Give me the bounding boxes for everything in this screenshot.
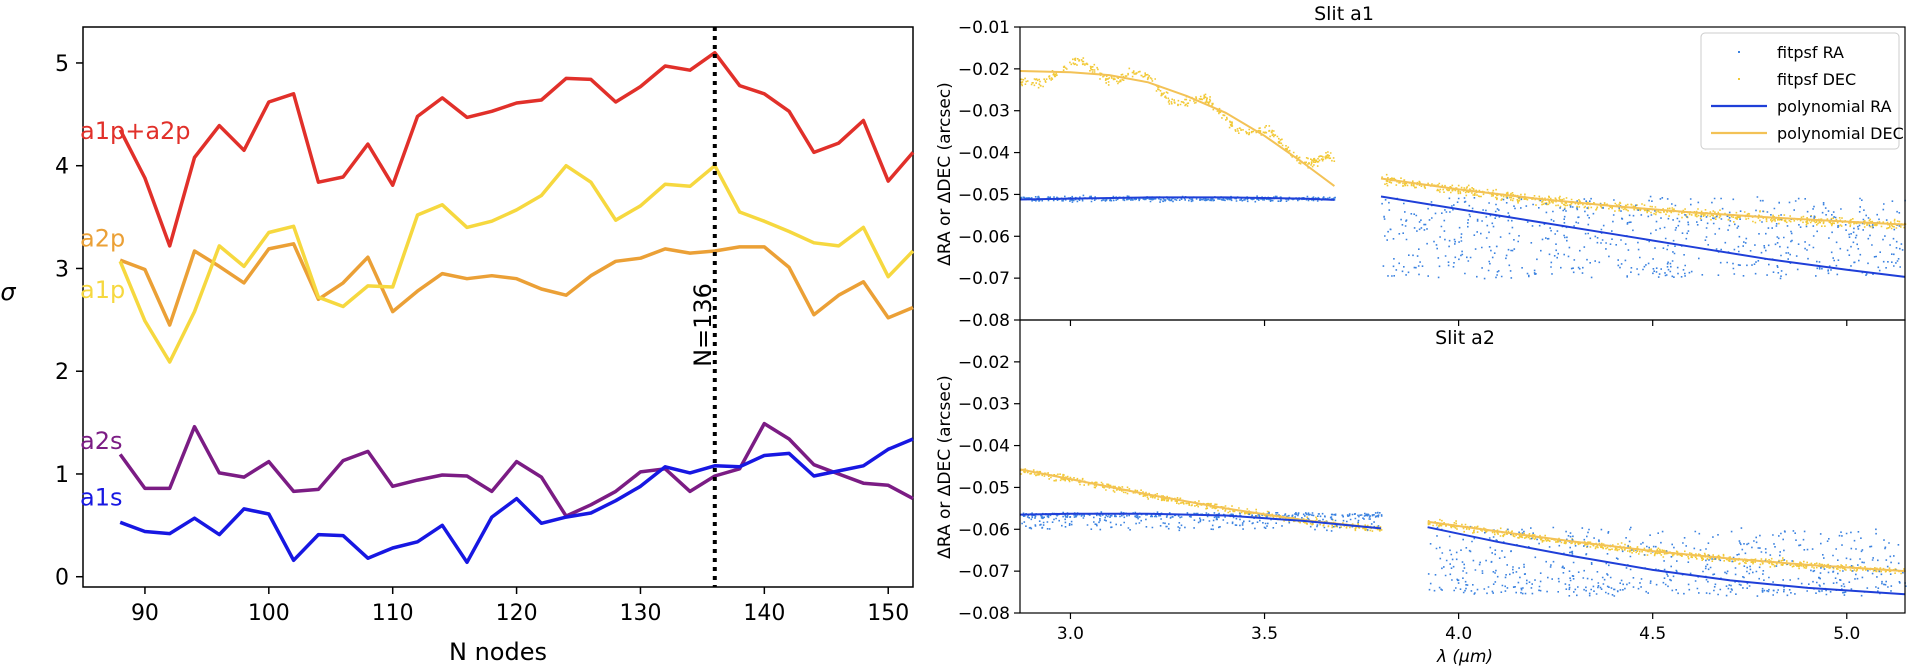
series-line-a1p+a2p	[118, 50, 915, 248]
vline-label: N=136	[689, 283, 717, 367]
y-tick-label-5: −0.06	[958, 227, 1010, 247]
legend-marker-fitpsf-dec	[1738, 78, 1740, 80]
right-bottom-chart: Slit a2 −0.02−0.03−0.04−0.05−0.06−0.07−0…	[935, 319, 1907, 667]
series-line-a2p	[119, 242, 914, 327]
left-x-tick-label-6: 150	[867, 601, 909, 626]
legend-entry-1: fitpsf DEC	[1777, 70, 1856, 89]
fitpsf-dec-points-seg1	[1381, 173, 1907, 230]
polynomial-dec-line-seg0	[1019, 70, 1335, 187]
y-tick-label-4: −0.05	[958, 185, 1010, 205]
y-tick-label-7: −0.08	[958, 311, 1010, 331]
y-tick-label-1: −0.03	[958, 395, 1010, 415]
left-series-labels: a1p+a2p a2p a1p a2s a1s	[80, 117, 191, 512]
series-line-a1p	[118, 163, 915, 364]
x-tick-label-4: 5.0	[1833, 624, 1860, 644]
left-y-axis-label: σ	[0, 278, 16, 306]
y-tick-label-3: −0.04	[958, 144, 1010, 164]
x-tick-label-3: 4.5	[1639, 624, 1666, 644]
left-x-tick-label-0: 90	[131, 601, 159, 626]
left-x-axis-label: N nodes	[449, 638, 547, 666]
right-top-title: Slit a1	[1314, 3, 1374, 25]
right-top-y-ticks: −0.01 −0.02 −0.03 −0.04 −0.05 −0.06 −0.07 −0.08	[958, 18, 1020, 331]
legend-entry-3: polynomial DEC	[1777, 124, 1904, 143]
y-tick-label-6: −0.08	[958, 604, 1010, 624]
left-x-tick-label-5: 140	[743, 601, 785, 626]
fitpsf-ra-points-seg0	[1021, 511, 1383, 532]
left-y-tick-label-5: 5	[55, 52, 69, 77]
left-x-tick-label-3: 120	[496, 601, 538, 626]
left-plot-frame	[82, 26, 914, 588]
y-tick-label-2: −0.03	[958, 102, 1010, 122]
right-bottom-y-ticks: −0.02 −0.03 −0.04 −0.05 −0.06 −0.07 −0.08	[958, 353, 1020, 624]
series-label-a2p: a2p	[80, 225, 125, 253]
legend-entry-0: fitpsf RA	[1777, 43, 1844, 62]
left-y-tick-label-0: 0	[55, 566, 69, 591]
legend-marker-fitpsf-ra	[1738, 51, 1740, 53]
right-top-y-axis-label: ΔRA or ΔDEC (arcsec)	[935, 82, 955, 266]
left-x-tick-label-2: 110	[372, 601, 414, 626]
legend-entry-2: polynomial RA	[1777, 97, 1892, 116]
right-bottom-x-ticks: 3.0 3.5 4.0 4.5 5.0	[1057, 613, 1860, 644]
series-label-a1p+a2p: a1p+a2p	[80, 117, 191, 145]
right-bottom-title: Slit a2	[1435, 327, 1495, 349]
y-tick-label-5: −0.07	[958, 562, 1010, 582]
series-line-a1s	[119, 437, 914, 565]
right-top-chart: Slit a1 −0.01−0.02−0.03−0.04−0.05−0.06−0…	[935, 3, 1907, 331]
right-bottom-x-axis-label: λ (μm)	[1436, 647, 1493, 667]
y-tick-label-1: −0.02	[958, 60, 1010, 80]
fitpsf-dec-points-seg1	[1427, 518, 1906, 575]
right-top-x-ticks	[1069, 320, 1848, 326]
right-bottom-data	[1019, 468, 1907, 597]
left-x-tick-label-1: 100	[248, 601, 290, 626]
x-tick-label-0: 3.0	[1057, 624, 1084, 644]
fitpsf-ra-points-seg0	[1020, 194, 1336, 203]
polynomial-dec-line-seg1	[1427, 520, 1906, 573]
polynomial-ra-line-seg1	[1380, 195, 1906, 278]
x-tick-label-1: 3.5	[1251, 624, 1278, 644]
series-label-a1s: a1s	[80, 484, 122, 512]
x-tick-label-2: 4.0	[1445, 624, 1472, 644]
y-tick-label-0: −0.02	[958, 353, 1010, 373]
series-label-a1p: a1p	[80, 276, 125, 304]
left-y-tick-label-1: 1	[55, 463, 69, 488]
left-x-tick-label-4: 130	[619, 601, 661, 626]
left-y-tick-label-3: 3	[55, 257, 69, 282]
right-bottom-frame	[1019, 319, 1906, 614]
left-series	[118, 50, 915, 565]
y-tick-label-4: −0.06	[958, 520, 1010, 540]
left-y-tick-label-2: 2	[55, 360, 69, 385]
polynomial-dec-line-seg1	[1380, 177, 1906, 226]
series-line-a2s	[118, 421, 914, 518]
left-y-ticks: 0 1 2 3 4 5	[55, 52, 83, 591]
left-x-ticks: 90 100 110 120 130 140 150	[131, 587, 909, 626]
right-bottom-y-axis-label: ΔRA or ΔDEC (arcsec)	[935, 375, 955, 559]
fitpsf-ra-points-seg1	[1381, 195, 1906, 280]
series-label-a2s: a2s	[80, 427, 122, 455]
left-y-tick-label-4: 4	[55, 155, 69, 180]
y-tick-label-6: −0.07	[958, 269, 1010, 289]
legend: fitpsf RA fitpsf DEC polynomial RA polynomi…	[1700, 32, 1904, 150]
polynomial-ra-line-seg1	[1427, 526, 1906, 596]
legend-box	[1700, 32, 1900, 150]
y-tick-label-2: −0.04	[958, 437, 1010, 457]
y-tick-label-0: −0.01	[958, 18, 1010, 38]
polynomial-ra-line-seg0	[1019, 512, 1382, 530]
polynomial-ra-line-seg0	[1019, 196, 1335, 201]
y-tick-label-3: −0.05	[958, 478, 1010, 498]
right-top-data	[1019, 57, 1907, 280]
